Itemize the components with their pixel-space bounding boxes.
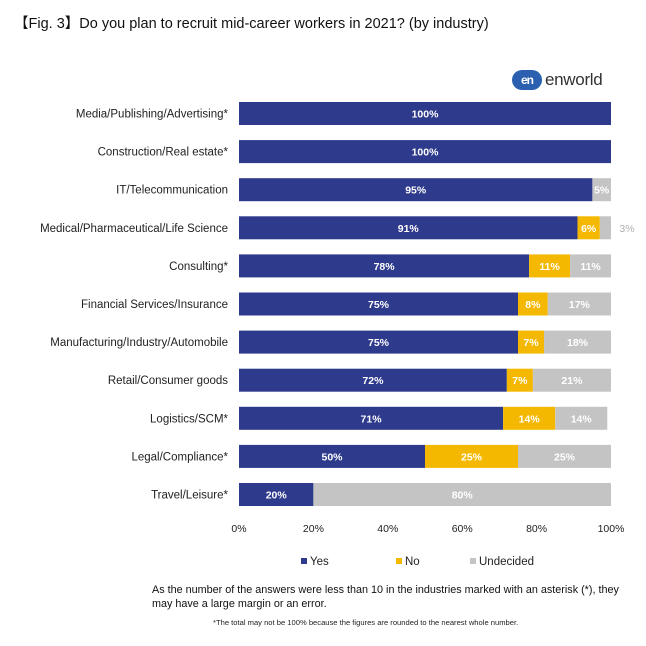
- stacked-bar-chart: Media/Publishing/Advertising* 100% Constru…: [40, 102, 635, 568]
- data-label-yes: 71%: [361, 413, 383, 425]
- data-label-undecided: 5%: [594, 185, 610, 197]
- data-label-no: 7%: [523, 337, 539, 349]
- category-label: Legal/Compliance*: [131, 451, 228, 463]
- bar-no-segment: [518, 292, 548, 316]
- bar-yes-segment: [239, 254, 530, 278]
- bar-yes-segment: [239, 216, 578, 240]
- bar-undecided-segment: [544, 330, 611, 354]
- x-tick-label: 100%: [598, 523, 625, 535]
- legend-swatch-yes: [301, 558, 307, 564]
- bar-undecided-segment: [555, 406, 608, 430]
- bar-no-segment: [518, 330, 545, 354]
- data-label-no: 14%: [519, 413, 541, 425]
- bar-yes-segment: [239, 330, 518, 354]
- legend-label-yes: Yes: [310, 556, 329, 568]
- footnote-asterisk: As the number of the answers were less t…: [152, 584, 619, 610]
- data-label-yes: 100%: [412, 147, 440, 159]
- legend-label-undecided: Undecided: [479, 556, 534, 568]
- bar-yes-segment: [239, 178, 593, 202]
- data-label-yes: 75%: [368, 337, 390, 349]
- category-label: Consulting*: [169, 261, 228, 273]
- bar-undecided-segment: [599, 216, 611, 240]
- x-tick-label: 80%: [526, 523, 547, 535]
- footnote-rounding: *The total may not be 100% because the f…: [213, 618, 519, 627]
- bar-yes-segment: [239, 368, 507, 392]
- enworld-logo: en enworld: [512, 70, 603, 90]
- bar-yes-segment: [239, 406, 504, 430]
- bar-undecided-segment: [592, 178, 611, 202]
- data-label-undecided: 25%: [554, 451, 576, 463]
- enworld-logo-mark: en: [512, 70, 542, 90]
- bar-yes-segment: [239, 102, 611, 125]
- category-label: Financial Services/Insurance: [81, 299, 228, 311]
- data-label-undecided: 14%: [571, 413, 593, 425]
- x-tick-label: 60%: [452, 523, 473, 535]
- bar-undecided-segment: [518, 444, 611, 468]
- data-label-no: 11%: [539, 261, 560, 273]
- category-label: Travel/Leisure*: [151, 490, 228, 502]
- category-label: Media/Publishing/Advertising*: [76, 109, 229, 121]
- bar-no-segment: [503, 406, 556, 430]
- data-label-undecided: 11%: [580, 261, 601, 273]
- data-label-no: 8%: [525, 299, 541, 311]
- category-label: IT/Telecommunication: [116, 185, 228, 197]
- category-label: Manufacturing/Industry/Automobile: [50, 337, 228, 349]
- data-label-yes: 100%: [412, 109, 440, 121]
- x-tick-label: 40%: [377, 523, 398, 535]
- enworld-logo-word: enworld: [545, 70, 603, 89]
- bar-yes-segment: [239, 292, 518, 316]
- bar-undecided-segment: [547, 292, 611, 316]
- data-label-no: 7%: [512, 375, 528, 387]
- category-label: Retail/Consumer goods: [108, 375, 228, 387]
- chart-title: 【Fig. 3】Do you plan to recruit mid-caree…: [14, 16, 489, 32]
- data-label-yes: 91%: [398, 223, 420, 235]
- data-label-yes: 95%: [405, 185, 427, 197]
- category-label: Logistics/SCM*: [150, 413, 228, 425]
- category-label: Construction/Real estate*: [98, 147, 229, 159]
- data-label-yes: 72%: [362, 375, 384, 387]
- data-label-undecided: 21%: [561, 375, 583, 387]
- x-tick-label: 0%: [231, 523, 246, 535]
- bar-undecided-segment: [313, 483, 611, 506]
- bar-yes-segment: [239, 140, 611, 164]
- bar-undecided-segment: [532, 368, 611, 392]
- data-label-undecided: 18%: [567, 337, 589, 349]
- bar-no-segment: [425, 444, 518, 468]
- data-label-yes: 20%: [266, 490, 288, 502]
- data-label-undecided: 80%: [452, 490, 474, 502]
- x-tick-label: 20%: [303, 523, 324, 535]
- bar-no-segment: [506, 368, 533, 392]
- bar-undecided-segment: [570, 254, 611, 278]
- bar-yes-segment: [239, 483, 314, 506]
- legend-swatch-no: [396, 558, 402, 564]
- data-label-undecided: 17%: [569, 299, 591, 311]
- legend-swatch-undecided: [470, 558, 476, 564]
- bar-no-segment: [529, 254, 571, 278]
- category-label: Medical/Pharmaceutical/Life Science: [40, 223, 228, 235]
- data-label-yes: 78%: [374, 261, 396, 273]
- data-label-undecided: 3%: [619, 223, 634, 235]
- data-label-no: 25%: [461, 451, 483, 463]
- data-label-no: 6%: [581, 223, 597, 235]
- data-label-yes: 50%: [321, 451, 343, 463]
- bar-yes-segment: [239, 444, 425, 468]
- bar-no-segment: [577, 216, 600, 240]
- legend-label-no: No: [405, 556, 420, 568]
- data-label-yes: 75%: [368, 299, 390, 311]
